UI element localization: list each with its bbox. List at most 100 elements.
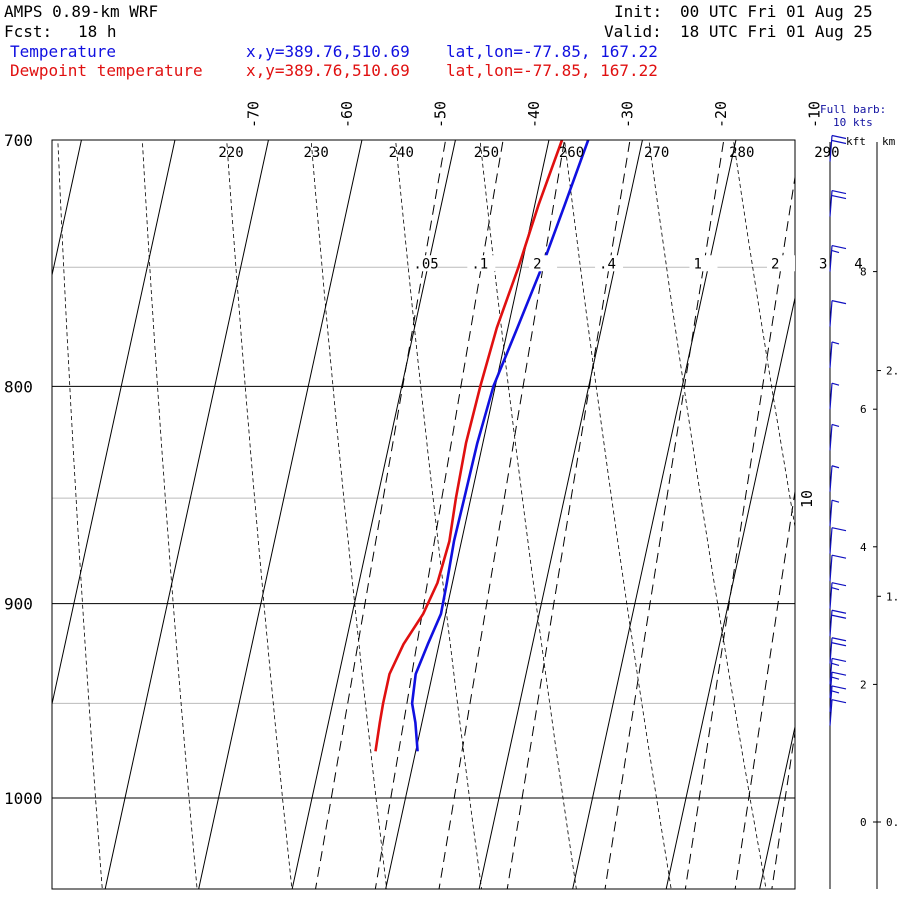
isotherm-line <box>385 140 550 889</box>
mixing-ratio-line <box>374 140 504 889</box>
wind-barb-shaft <box>829 245 833 272</box>
isotherm-line <box>52 140 82 278</box>
dry-adiabat-label: 250 <box>474 145 499 161</box>
mixing-ratio-line <box>771 728 795 889</box>
wind-barb <box>829 637 847 664</box>
dry-adiabat-line <box>57 140 103 889</box>
wind-barb-halfflag <box>831 465 840 469</box>
temperature-profile-line <box>410 140 590 752</box>
wind-barb-flag <box>831 300 847 305</box>
wind-barb-halfflag <box>831 662 840 666</box>
init-label: Init: <box>614 2 663 21</box>
temperature-tick-label: 0 <box>899 119 900 128</box>
wind-barb-shaft <box>829 582 833 609</box>
wind-barb-halfflag <box>831 341 840 345</box>
dry-adiabat-line <box>226 140 293 889</box>
plot-frame <box>51 139 796 890</box>
kft-axis-label: kft <box>846 135 866 148</box>
dry-adiabat-label: 220 <box>218 145 243 161</box>
wind-barb-halfflag <box>831 587 840 591</box>
wind-barb <box>829 300 847 327</box>
dry-adiabat-label: 260 <box>559 145 584 161</box>
isotherm-line <box>572 140 737 889</box>
mixing-ratio-label-bg <box>850 255 879 272</box>
mixing-ratio-label: .1 <box>471 256 488 272</box>
km-tick-label: 2. <box>886 365 899 378</box>
valid-time: 18 UTC Fri 01 Aug 25 <box>680 22 873 41</box>
wind-barb-flag <box>831 637 847 642</box>
wind-barb-flag <box>831 614 847 619</box>
dry-adiabat-label: 240 <box>389 145 414 161</box>
wind-barb <box>829 499 840 527</box>
wind-barb-shaft <box>829 610 833 637</box>
wind-barb-halfflag <box>831 382 840 386</box>
wind-barb-shaft <box>829 672 833 699</box>
wind-barb-shaft <box>829 685 833 712</box>
wind-barb-flag <box>831 609 847 614</box>
wind-barb-flag <box>831 642 847 647</box>
wind-barb-flag <box>831 699 847 704</box>
mixing-ratio-label-bg <box>409 255 438 272</box>
mixing-ratio-label: 1 <box>693 256 701 272</box>
kft-tick-label: 0 <box>860 816 867 829</box>
wind-barb <box>829 671 847 699</box>
pressure-tick-label: 700 <box>4 131 33 150</box>
wind-barb <box>829 134 847 162</box>
dry-adiabat-line <box>564 140 672 889</box>
wind-barb-flag <box>831 582 847 587</box>
wind-barb-flag <box>831 671 847 676</box>
km-axis-label: km <box>882 135 896 148</box>
dry-adiabat-line <box>0 32 11 900</box>
pressure-tick-label: 800 <box>4 377 33 396</box>
wind-barb-flag <box>831 527 847 532</box>
side-isotherm-label: 10 <box>798 490 816 508</box>
wind-barb-flag <box>831 194 847 200</box>
temperature-tick-label: -70 <box>244 101 262 128</box>
skewt-series <box>374 140 590 752</box>
wind-barb-flag <box>831 657 847 662</box>
mixing-ratio-label-bg <box>766 255 795 272</box>
mixing-ratio-label-bg <box>689 255 718 272</box>
wind-barb-flag <box>831 139 847 145</box>
wind-barb-shaft <box>829 300 833 327</box>
kft-tick-label: 2 <box>860 678 867 691</box>
mixing-ratio-label: 2 <box>533 256 541 272</box>
dry-adiabat-line <box>648 140 767 889</box>
mixing-ratio-line <box>315 140 447 889</box>
wind-barb <box>829 582 847 609</box>
mixing-ratio-line <box>684 173 795 889</box>
wind-barb <box>829 382 840 410</box>
mixing-ratio-label: 2 <box>771 256 779 272</box>
skewt-labels: 7008009001000-70-60-50-40-30-20-10022023… <box>4 101 900 808</box>
temperature-xy: x,y=389.76,510.69 <box>246 42 410 61</box>
barb-note-line2: 10 kts <box>833 116 873 129</box>
wind-barb <box>829 699 847 726</box>
isotherm-line <box>759 724 795 889</box>
isotherm-line <box>478 140 643 889</box>
mixing-ratio-label: .4 <box>599 256 616 272</box>
wind-barb-flag <box>831 685 847 690</box>
dry-adiabat-line <box>884 32 900 900</box>
mixing-ratio-line <box>604 140 725 889</box>
wind-barb-flag <box>831 189 847 195</box>
forecast-label: Fcst: <box>4 22 53 41</box>
temperature-tick-label: -30 <box>618 101 636 128</box>
mixing-ratio-label-bg <box>529 255 558 272</box>
mixing-ratio-label-bg <box>814 255 843 272</box>
kft-tick-label: 4 <box>860 541 867 554</box>
dry-adiabat-label: 290 <box>814 145 839 161</box>
isotherm-line <box>665 295 795 889</box>
mixing-ratio-label: .05 <box>413 256 438 272</box>
isotherm-line <box>291 140 456 889</box>
wind-barb <box>829 245 847 272</box>
km-tick-label: 0. <box>886 816 899 829</box>
wind-barb <box>829 657 847 685</box>
temperature-tick-label: -60 <box>338 101 356 128</box>
mixing-ratio-label-bg <box>467 255 496 272</box>
wind-barb <box>829 554 847 582</box>
kft-tick-label: 6 <box>860 403 867 416</box>
wind-barb <box>829 341 840 368</box>
pressure-tick-label: 1000 <box>4 789 43 808</box>
